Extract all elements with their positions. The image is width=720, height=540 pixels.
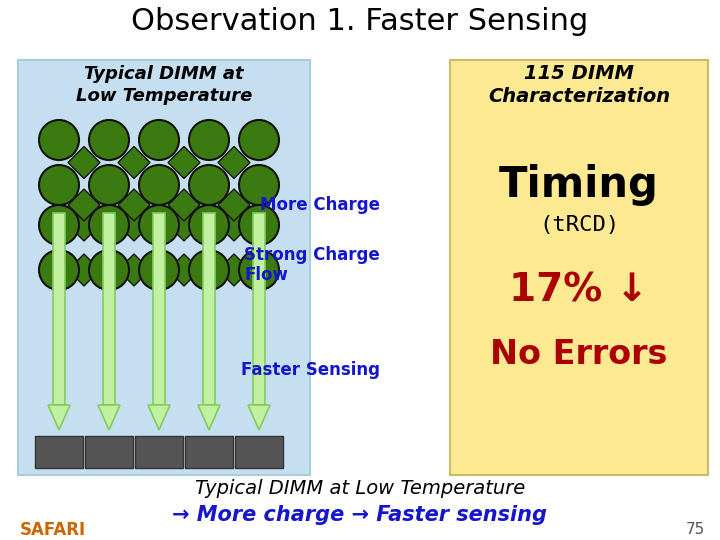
- FancyBboxPatch shape: [235, 436, 283, 468]
- Text: (tRCD): (tRCD): [539, 215, 619, 235]
- FancyBboxPatch shape: [185, 436, 233, 468]
- Text: SAFARI: SAFARI: [20, 521, 86, 539]
- Polygon shape: [168, 209, 200, 241]
- Text: Faster Sensing: Faster Sensing: [241, 361, 380, 379]
- FancyBboxPatch shape: [450, 60, 708, 475]
- Polygon shape: [48, 405, 70, 430]
- Polygon shape: [68, 189, 100, 221]
- Polygon shape: [198, 405, 220, 430]
- Polygon shape: [168, 254, 200, 286]
- Circle shape: [89, 120, 129, 160]
- Text: Observation 1. Faster Sensing: Observation 1. Faster Sensing: [131, 8, 589, 37]
- Text: No Errors: No Errors: [490, 339, 667, 372]
- Circle shape: [239, 250, 279, 290]
- Circle shape: [39, 205, 79, 245]
- FancyBboxPatch shape: [153, 213, 165, 405]
- Text: 17% ↓: 17% ↓: [509, 271, 649, 309]
- FancyBboxPatch shape: [18, 60, 310, 475]
- Polygon shape: [218, 146, 250, 179]
- FancyBboxPatch shape: [103, 213, 115, 405]
- Text: Typical DIMM at Low Temperature: Typical DIMM at Low Temperature: [195, 478, 525, 497]
- FancyBboxPatch shape: [53, 213, 65, 405]
- Polygon shape: [148, 405, 170, 430]
- Polygon shape: [68, 209, 100, 241]
- Circle shape: [239, 205, 279, 245]
- Polygon shape: [218, 254, 250, 286]
- FancyBboxPatch shape: [85, 436, 133, 468]
- Polygon shape: [98, 405, 120, 430]
- Circle shape: [89, 205, 129, 245]
- Polygon shape: [118, 189, 150, 221]
- Circle shape: [39, 165, 79, 205]
- Circle shape: [189, 120, 229, 160]
- Text: 115 DIMM
Characterization: 115 DIMM Characterization: [488, 64, 670, 106]
- Polygon shape: [118, 254, 150, 286]
- FancyBboxPatch shape: [135, 436, 183, 468]
- Text: Timing: Timing: [499, 164, 659, 206]
- Circle shape: [139, 120, 179, 160]
- Circle shape: [139, 250, 179, 290]
- FancyBboxPatch shape: [203, 213, 215, 405]
- Circle shape: [89, 165, 129, 205]
- Text: → More charge → Faster sensing: → More charge → Faster sensing: [173, 505, 547, 525]
- Circle shape: [139, 165, 179, 205]
- Circle shape: [189, 205, 229, 245]
- Text: 75: 75: [685, 523, 705, 537]
- Polygon shape: [118, 146, 150, 179]
- Text: Typical DIMM at
Low Temperature: Typical DIMM at Low Temperature: [76, 65, 252, 105]
- Circle shape: [239, 165, 279, 205]
- Polygon shape: [218, 209, 250, 241]
- Circle shape: [189, 165, 229, 205]
- FancyBboxPatch shape: [35, 436, 83, 468]
- Polygon shape: [168, 189, 200, 221]
- Circle shape: [39, 250, 79, 290]
- FancyBboxPatch shape: [253, 213, 265, 405]
- Circle shape: [39, 120, 79, 160]
- Polygon shape: [218, 189, 250, 221]
- Circle shape: [139, 205, 179, 245]
- Text: More Charge: More Charge: [260, 196, 380, 214]
- Polygon shape: [248, 405, 270, 430]
- Polygon shape: [68, 146, 100, 179]
- Polygon shape: [118, 209, 150, 241]
- Polygon shape: [68, 254, 100, 286]
- Circle shape: [239, 120, 279, 160]
- Circle shape: [89, 250, 129, 290]
- Text: Strong Charge
Flow: Strong Charge Flow: [244, 246, 380, 285]
- Polygon shape: [168, 146, 200, 179]
- Circle shape: [189, 250, 229, 290]
